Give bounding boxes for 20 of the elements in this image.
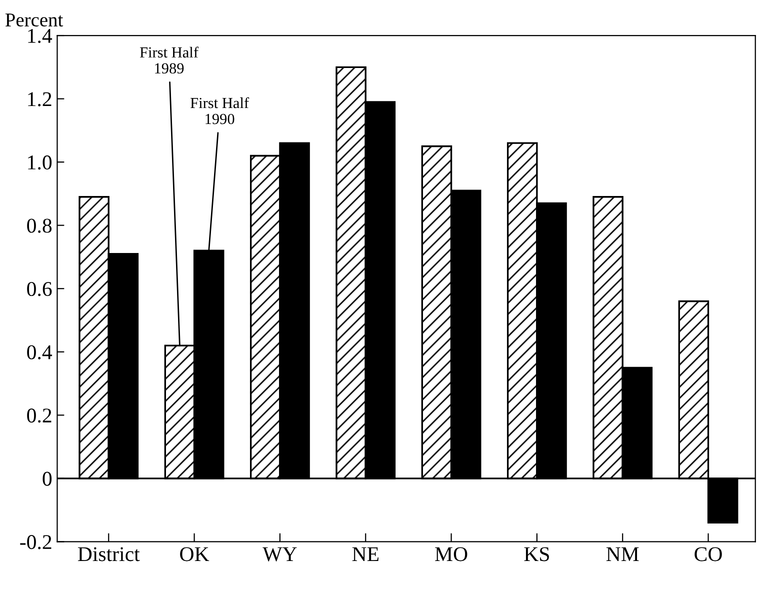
y-tick-label: 1.0	[28, 155, 52, 170]
y-axis-title: Percent	[5, 14, 64, 27]
y-tick-label: 0.2	[27, 408, 52, 423]
y-tick-label: 0.6	[27, 282, 52, 296]
x-tick-label: WY	[262, 547, 297, 562]
x-tick-label: NE	[352, 547, 378, 561]
text: First Half 1989	[140, 46, 199, 74]
y-tick-label: 0	[42, 472, 52, 486]
y-tick-label: 1.4	[28, 28, 52, 44]
y-tick-label: 1.2	[28, 92, 52, 106]
x-tick-label: OK	[180, 547, 210, 562]
x-tick-label: KS	[524, 547, 549, 562]
x-tick-label: District	[78, 547, 140, 562]
text: First Half 1990	[190, 97, 250, 124]
x-tick-label: NM	[606, 547, 639, 561]
x-tick-label: CO	[694, 547, 722, 562]
y-tick-label: -0.2	[20, 535, 52, 550]
y-tick-label: 0.4	[27, 345, 52, 360]
y-tick-label: 0.8	[27, 218, 52, 233]
x-tick-label: MO	[435, 547, 468, 562]
